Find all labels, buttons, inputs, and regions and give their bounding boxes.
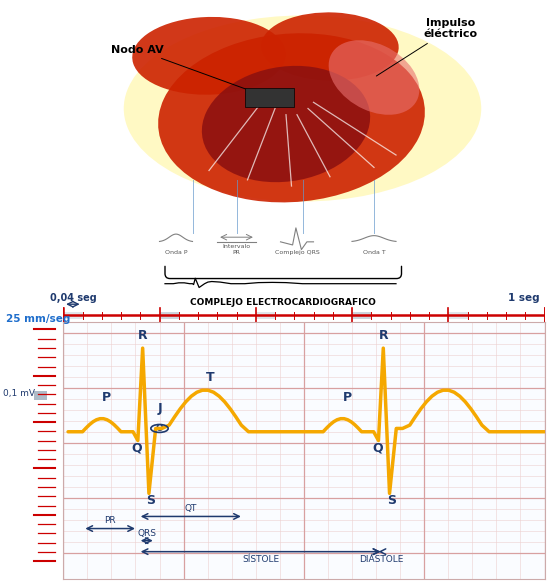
- Text: Q: Q: [372, 442, 383, 455]
- Text: T: T: [206, 371, 214, 384]
- Ellipse shape: [329, 40, 419, 115]
- Text: 1 seg: 1 seg: [508, 293, 540, 303]
- Text: SÍSTOLE: SÍSTOLE: [242, 555, 279, 564]
- Text: P: P: [343, 391, 352, 404]
- Ellipse shape: [158, 33, 425, 202]
- Text: 25 mm/seg: 25 mm/seg: [6, 314, 70, 324]
- Text: 0,1 mV: 0,1 mV: [3, 390, 35, 398]
- Bar: [448, 312, 467, 319]
- Text: Intervalo
PR: Intervalo PR: [222, 245, 251, 255]
- Text: QT: QT: [185, 504, 197, 513]
- Text: S: S: [146, 494, 155, 507]
- Bar: [256, 312, 275, 319]
- Bar: [34, 391, 47, 400]
- Ellipse shape: [261, 12, 399, 81]
- Text: S: S: [387, 494, 396, 507]
- Text: R: R: [378, 329, 388, 342]
- Bar: [160, 312, 179, 319]
- Ellipse shape: [132, 17, 286, 95]
- Text: Q: Q: [131, 442, 142, 455]
- Text: J: J: [157, 402, 162, 415]
- Bar: [352, 312, 371, 319]
- Text: QRS: QRS: [138, 529, 156, 538]
- Text: PR: PR: [104, 516, 116, 525]
- Ellipse shape: [124, 15, 481, 201]
- Text: P: P: [102, 391, 111, 404]
- Text: 0,2 seg: 0,2 seg: [94, 331, 129, 341]
- Text: Onda P: Onda P: [165, 250, 187, 255]
- FancyBboxPatch shape: [245, 88, 294, 107]
- Text: O: O: [156, 424, 163, 433]
- Text: 0,04 seg: 0,04 seg: [50, 293, 96, 303]
- Bar: [63, 312, 82, 319]
- Text: COMPLEJO ELECTROCARDIOGRAFICO: COMPLEJO ELECTROCARDIOGRAFICO: [190, 298, 376, 307]
- Text: DIÁSTOLE: DIÁSTOLE: [359, 555, 403, 564]
- Text: Impulso
éléctrico: Impulso éléctrico: [376, 18, 478, 76]
- Text: Complejo QRS: Complejo QRS: [274, 250, 320, 255]
- Ellipse shape: [202, 66, 370, 182]
- Text: Onda T: Onda T: [362, 250, 386, 255]
- Text: R: R: [138, 329, 147, 342]
- Text: Nodo AV: Nodo AV: [111, 44, 267, 97]
